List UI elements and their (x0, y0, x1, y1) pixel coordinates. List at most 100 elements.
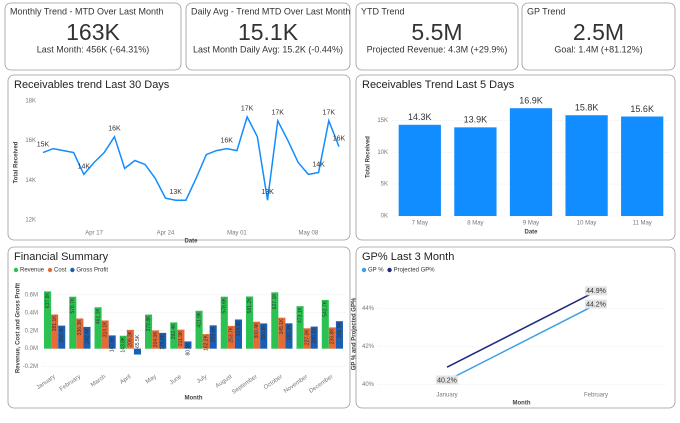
data-label: 44.2% (586, 301, 606, 308)
data-label: 143.8K (121, 336, 127, 353)
card-title: Daily Avg - Trend MTD Over Last Month (191, 6, 350, 16)
y-tick-label: 0.2M (25, 328, 38, 334)
y-tick-label: 42% (362, 344, 375, 350)
card-value: 15.1K (238, 19, 299, 45)
data-label: 345.1K (279, 318, 285, 335)
legend-label: Projected GP% (394, 268, 436, 274)
data-label: 336.3K (77, 319, 83, 336)
data-label: 147.5K (110, 336, 116, 353)
chart-title: Receivables trend Last 30 Days (14, 79, 170, 91)
bar (271, 292, 279, 349)
y-tick-label: 0.0M (25, 346, 38, 352)
x-tick-label: Apr 17 (85, 231, 103, 237)
data-label: 211.9K (178, 330, 184, 346)
card-value: 163K (66, 19, 120, 45)
data-label: 578.7K (70, 297, 76, 314)
data-label: 16.9K (519, 96, 543, 106)
x-tick-label: May 01 (227, 231, 247, 237)
bar (101, 320, 109, 349)
bar (278, 317, 286, 349)
legend-swatch (361, 267, 367, 273)
data-label: 246.1K (312, 327, 318, 344)
y-tick-label: -0.2M (23, 364, 38, 370)
bar (246, 296, 254, 349)
data-label: 17K (241, 106, 254, 113)
bar (209, 325, 217, 349)
bar (454, 127, 497, 216)
y-tick-label: 0.6M (25, 292, 38, 298)
bar (328, 327, 336, 349)
data-label: 324.9K (236, 320, 242, 337)
x-tick-label: May 08 (299, 231, 319, 237)
data-label: 15.6K (630, 104, 654, 114)
data-label: 15.8K (575, 103, 599, 113)
bar (321, 299, 329, 349)
x-axis-title: Date (524, 230, 538, 236)
bar (145, 314, 153, 349)
x-tick-label: 10 May (577, 221, 597, 227)
bar (69, 296, 77, 349)
data-label: 40.2% (437, 377, 457, 384)
card-subtitle: Projected Revenue: 4.3M (+29.9%) (367, 44, 508, 54)
bar (184, 341, 192, 349)
bar (335, 321, 343, 349)
bar (159, 332, 167, 349)
bar (296, 306, 304, 349)
bar (44, 291, 52, 349)
label-background (585, 299, 607, 309)
bar (202, 334, 210, 349)
data-label: 17K (323, 110, 336, 117)
data-label: 305.9K (337, 322, 343, 339)
data-label: 15K (37, 141, 50, 148)
data-label: 13K (169, 189, 182, 196)
bar (133, 348, 141, 355)
bar (170, 322, 178, 349)
bar (51, 314, 59, 349)
data-label: 227.0K (304, 329, 310, 346)
data-label: 542.7K (323, 300, 329, 317)
y-tick-label: 16K (25, 138, 36, 144)
legend-label: Cost (54, 268, 67, 274)
panel (355, 2, 519, 71)
data-label: 16K (220, 137, 233, 144)
card-title: YTD Trend (361, 6, 405, 16)
chart-title: GP% Last 3 Month (362, 251, 454, 263)
legend-swatch (13, 267, 19, 273)
data-label: 16K (333, 135, 346, 142)
data-label: 292.4K (171, 323, 177, 340)
data-label: 13K (261, 189, 274, 196)
data-label: 14K (312, 161, 325, 168)
x-tick-label: Apr 24 (157, 231, 175, 237)
bar (227, 325, 235, 349)
data-label: 17K (272, 110, 285, 117)
x-tick-label: January (436, 393, 457, 399)
data-label: 204.0K (153, 331, 159, 348)
x-axis-title: Month (185, 396, 203, 402)
bar (152, 330, 160, 349)
x-tick-label: 7 May (412, 221, 428, 227)
legend-label: Revenue (20, 268, 45, 274)
card-value: 5.5M (411, 19, 462, 45)
data-label: 16K (108, 126, 121, 133)
data-label: 300.4K (254, 322, 260, 339)
bar (94, 307, 102, 349)
y-tick-label: 0K (381, 214, 388, 220)
bar (303, 328, 311, 349)
bar (285, 323, 293, 349)
bar (119, 335, 127, 349)
card-value: 2.5M (573, 19, 624, 45)
y-axis-title: GP % and Projected GP% (352, 297, 358, 370)
line (446, 303, 597, 382)
card-title: Monthly Trend - MTD Over Last Month (10, 6, 164, 16)
data-label: 637.8K (45, 292, 51, 309)
legend-swatch (47, 267, 53, 273)
bar (310, 326, 318, 349)
data-label: 236.8K (330, 328, 336, 345)
panel (521, 2, 676, 71)
y-tick-label: 5K (381, 182, 388, 188)
bar (58, 325, 66, 349)
data-label: 242.4K (84, 327, 90, 344)
bar (234, 319, 242, 349)
bar (126, 329, 134, 349)
